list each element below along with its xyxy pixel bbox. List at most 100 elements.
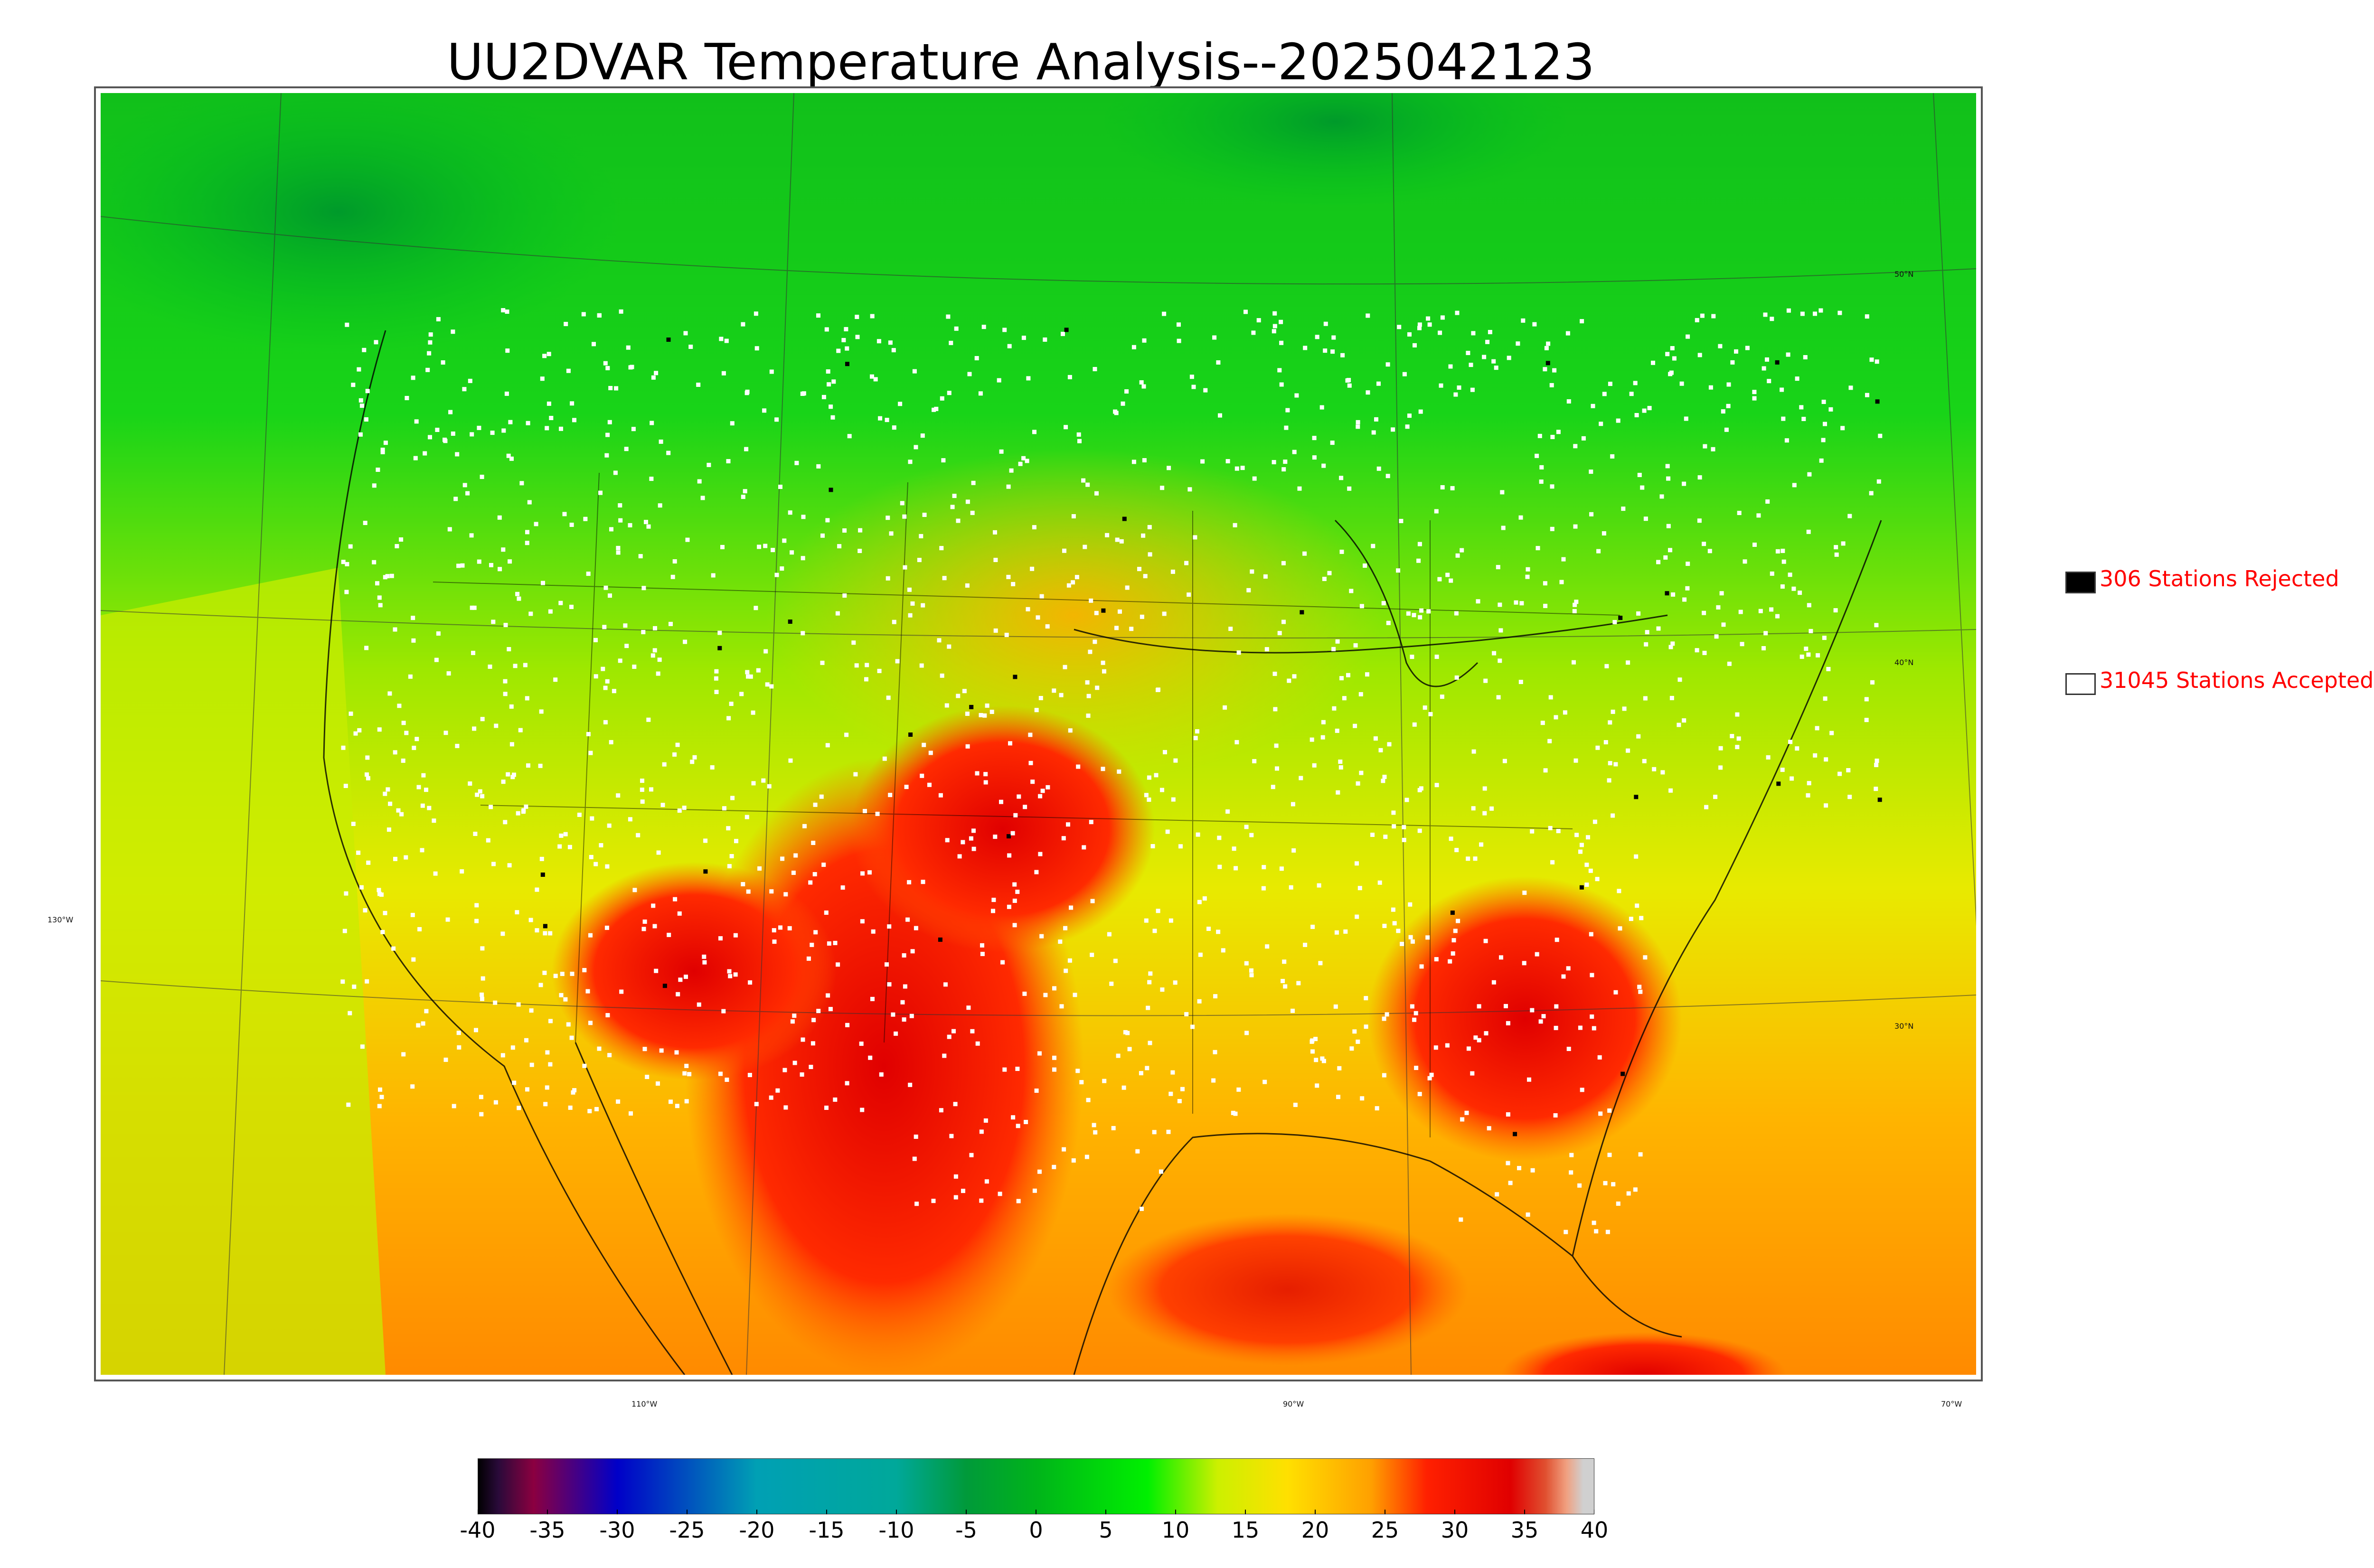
- station-marker: [1703, 444, 1707, 449]
- station-marker: [714, 676, 718, 681]
- station-marker: [1780, 548, 1785, 553]
- station-marker: [1370, 833, 1375, 837]
- station-marker: [747, 1073, 752, 1077]
- station-marker: [535, 928, 539, 933]
- station-marker: [1279, 382, 1284, 387]
- station-marker: [1410, 655, 1414, 659]
- station-marker: [1016, 1124, 1020, 1128]
- station-marker: [1573, 524, 1578, 529]
- station-marker: [626, 345, 631, 350]
- station-marker: [1391, 427, 1395, 432]
- station-marker: [670, 574, 675, 579]
- station-marker: [436, 631, 441, 636]
- station-marker: [645, 1075, 650, 1079]
- station-marker: [1598, 1111, 1603, 1116]
- station-marker: [357, 728, 362, 732]
- station-marker: [965, 583, 970, 588]
- station-marker: [969, 704, 974, 709]
- station-marker: [677, 808, 682, 813]
- station-marker: [1085, 482, 1090, 487]
- station-marker: [983, 780, 988, 785]
- station-marker: [939, 1108, 943, 1113]
- station-marker: [1711, 314, 1716, 319]
- station-marker: [945, 838, 950, 843]
- station-marker: [788, 620, 792, 624]
- station-marker: [1083, 545, 1087, 549]
- station-marker: [425, 367, 430, 372]
- station-marker: [1353, 723, 1357, 728]
- station-marker: [1454, 611, 1459, 616]
- station-marker: [730, 421, 735, 426]
- station-marker: [1726, 382, 1731, 387]
- station-marker: [1124, 389, 1129, 394]
- accepted-label: 31045 Stations Accepted: [2100, 667, 2374, 693]
- station-marker: [1440, 485, 1445, 489]
- station-marker: [570, 971, 575, 976]
- station-marker: [928, 751, 933, 755]
- station-marker: [491, 620, 496, 624]
- station-marker: [1786, 308, 1791, 313]
- station-marker: [1168, 918, 1173, 923]
- station-marker: [1592, 1026, 1596, 1031]
- station-marker: [1726, 404, 1731, 408]
- station-marker: [1686, 562, 1690, 566]
- station-marker: [1068, 728, 1073, 733]
- station-marker: [1500, 490, 1505, 495]
- station-marker: [1330, 441, 1335, 445]
- station-marker: [991, 909, 995, 913]
- station-marker: [599, 843, 603, 847]
- station-marker: [1419, 964, 1424, 969]
- station-marker: [1125, 585, 1130, 590]
- station-marker: [570, 401, 575, 406]
- station-marker: [947, 644, 951, 649]
- station-marker: [641, 586, 646, 591]
- station-marker: [754, 606, 758, 610]
- station-marker: [660, 803, 665, 807]
- station-marker: [1032, 525, 1036, 530]
- temperature-map[interactable]: [101, 93, 1976, 1375]
- station-marker: [604, 453, 609, 458]
- station-marker: [788, 758, 793, 763]
- station-marker: [1482, 786, 1487, 791]
- station-marker: [1677, 723, 1681, 727]
- station-marker: [950, 505, 955, 509]
- station-marker: [792, 1014, 797, 1018]
- station-marker: [1217, 836, 1222, 840]
- station-marker: [1006, 484, 1011, 489]
- station-marker: [548, 609, 553, 614]
- station-marker: [504, 391, 509, 396]
- station-marker: [1073, 993, 1077, 997]
- station-marker: [1466, 351, 1470, 355]
- north-cold-field: [1098, 93, 1573, 207]
- station-marker: [1740, 642, 1744, 647]
- station-marker: [979, 1198, 984, 1203]
- station-marker: [577, 812, 582, 817]
- station-marker: [829, 404, 833, 409]
- station-marker: [341, 560, 346, 564]
- station-marker: [351, 822, 356, 826]
- station-marker: [1439, 383, 1443, 388]
- station-marker: [629, 1111, 633, 1116]
- station-marker: [1438, 330, 1442, 335]
- station-marker: [1425, 935, 1430, 940]
- station-marker: [388, 801, 393, 806]
- station-marker: [860, 1108, 865, 1112]
- station-marker: [1454, 848, 1459, 853]
- station-marker: [404, 731, 409, 735]
- station-marker: [503, 820, 508, 825]
- station-marker: [1347, 486, 1352, 491]
- station-marker: [1495, 1192, 1499, 1197]
- station-marker: [1225, 809, 1230, 814]
- station-marker: [1874, 763, 1879, 767]
- station-marker: [1561, 974, 1566, 979]
- station-marker: [1147, 798, 1151, 802]
- station-marker: [1340, 353, 1345, 357]
- station-marker: [757, 866, 762, 871]
- station-marker: [1145, 1066, 1149, 1070]
- station-marker: [902, 1017, 906, 1022]
- station-marker: [624, 447, 629, 451]
- station-marker: [1312, 763, 1317, 768]
- station-marker: [1488, 330, 1492, 334]
- station-marker: [1695, 648, 1699, 653]
- station-marker: [1203, 388, 1208, 393]
